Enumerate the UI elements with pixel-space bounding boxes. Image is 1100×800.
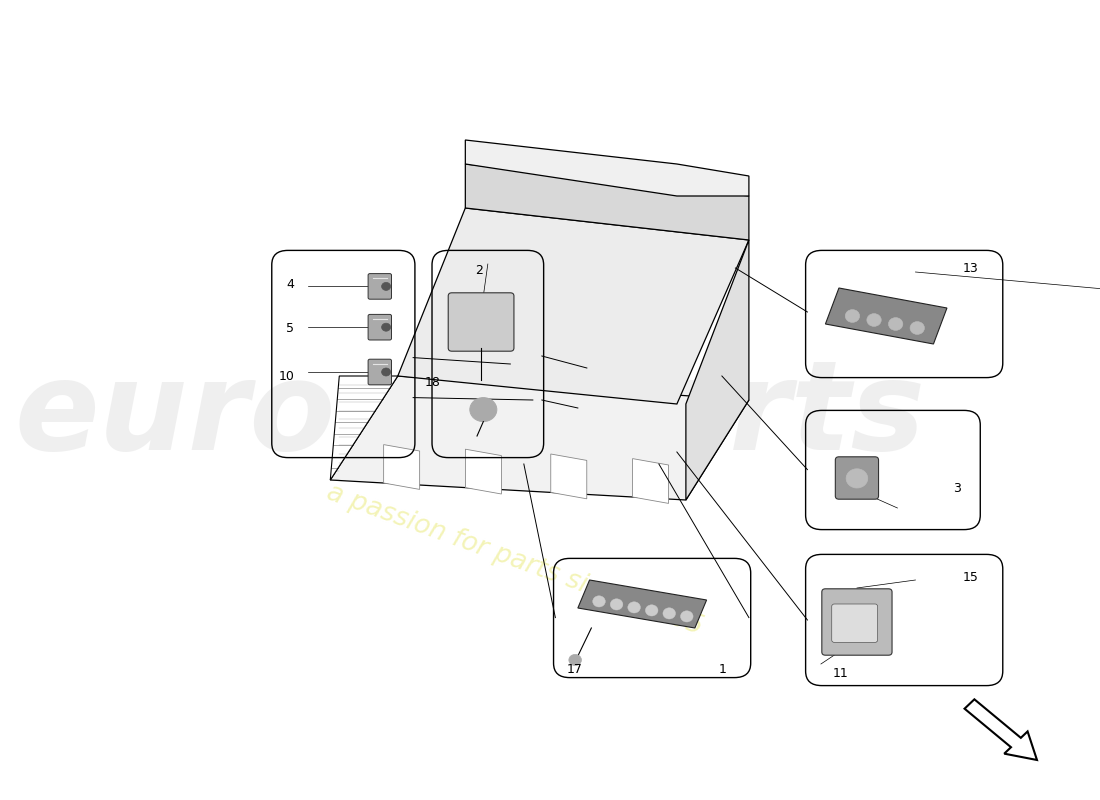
- Polygon shape: [465, 164, 749, 240]
- Circle shape: [610, 598, 623, 610]
- FancyBboxPatch shape: [368, 314, 392, 340]
- Polygon shape: [465, 450, 502, 494]
- Text: 15: 15: [962, 571, 979, 584]
- Circle shape: [846, 469, 868, 488]
- Text: 5: 5: [286, 322, 295, 334]
- Polygon shape: [632, 458, 669, 503]
- Text: 17: 17: [566, 663, 582, 676]
- Text: a passion for parts since 1985: a passion for parts since 1985: [323, 480, 706, 640]
- FancyArrow shape: [965, 699, 1037, 760]
- Text: 18: 18: [425, 376, 441, 389]
- Circle shape: [845, 310, 859, 322]
- FancyBboxPatch shape: [822, 589, 892, 655]
- Circle shape: [470, 398, 497, 422]
- Circle shape: [593, 596, 605, 607]
- Polygon shape: [330, 376, 749, 500]
- FancyBboxPatch shape: [448, 293, 514, 351]
- FancyBboxPatch shape: [835, 457, 879, 499]
- Text: eurocarparts: eurocarparts: [14, 355, 925, 477]
- Polygon shape: [578, 580, 706, 628]
- Polygon shape: [551, 454, 586, 499]
- Text: 10: 10: [278, 370, 295, 382]
- Polygon shape: [686, 240, 749, 500]
- Text: 1: 1: [718, 663, 726, 676]
- Circle shape: [910, 322, 924, 334]
- Circle shape: [382, 282, 390, 290]
- Circle shape: [867, 314, 881, 326]
- Circle shape: [889, 318, 903, 330]
- Circle shape: [646, 605, 658, 616]
- Circle shape: [663, 608, 675, 619]
- Text: 3: 3: [953, 482, 960, 494]
- Text: 11: 11: [833, 667, 848, 680]
- FancyBboxPatch shape: [832, 604, 878, 642]
- Text: 2: 2: [475, 264, 483, 277]
- Circle shape: [382, 323, 390, 331]
- Polygon shape: [465, 140, 749, 196]
- Text: 13: 13: [962, 262, 979, 274]
- FancyBboxPatch shape: [368, 274, 392, 299]
- Text: 4: 4: [286, 278, 295, 290]
- Circle shape: [382, 368, 390, 376]
- FancyBboxPatch shape: [368, 359, 392, 385]
- Polygon shape: [825, 288, 947, 344]
- Polygon shape: [398, 208, 749, 404]
- Circle shape: [681, 611, 693, 622]
- Polygon shape: [384, 445, 419, 490]
- Circle shape: [628, 602, 640, 613]
- Polygon shape: [330, 376, 398, 480]
- Circle shape: [569, 654, 582, 666]
